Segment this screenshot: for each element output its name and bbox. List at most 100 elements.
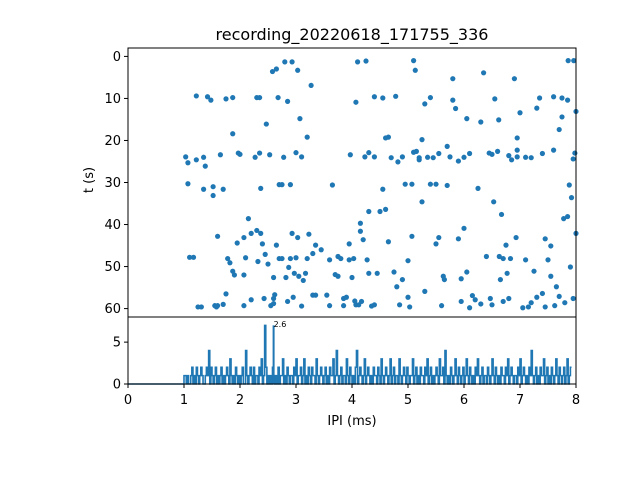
chart-title: recording_20220618_171755_336 — [216, 25, 489, 45]
scatter-point — [496, 253, 502, 260]
scatter-point — [380, 95, 386, 101]
scatter-point — [201, 186, 207, 192]
y-tick-label: 40 — [104, 218, 121, 233]
scatter-point — [500, 298, 506, 305]
scatter-point — [567, 264, 574, 270]
scatter-point — [539, 150, 546, 157]
scatter-point — [210, 184, 216, 190]
scatter-point — [506, 153, 512, 159]
x-tick-label: 8 — [572, 393, 580, 408]
scatter-point — [198, 304, 204, 310]
scatter-point — [231, 272, 237, 278]
scatter-point — [297, 116, 303, 122]
y-tick-label: 0 — [113, 50, 121, 65]
scatter-point — [542, 304, 548, 310]
scatter-point — [282, 59, 288, 65]
scatter-point — [341, 303, 347, 309]
scatter-point — [237, 151, 243, 157]
scatter-series — [183, 58, 579, 311]
scatter-point — [357, 220, 363, 226]
scatter-point — [204, 94, 211, 100]
scatter-point — [286, 264, 292, 271]
scatter-point — [461, 225, 467, 231]
scatter-point — [393, 93, 399, 99]
scatter-point — [467, 305, 473, 311]
scatter-point — [458, 276, 464, 282]
x-tick-label: 5 — [404, 393, 412, 408]
scatter-point — [374, 270, 380, 276]
scatter-point — [402, 181, 408, 187]
scatter-point — [271, 300, 277, 307]
scatter-point — [371, 302, 377, 308]
scatter-point — [469, 292, 475, 299]
y-tick-label: 30 — [104, 176, 121, 191]
scatter-point — [259, 241, 265, 247]
scatter-point — [497, 276, 503, 283]
scatter-point — [193, 93, 199, 99]
scatter-point — [327, 257, 333, 263]
x-tick-label: 6 — [460, 393, 468, 408]
scatter-point — [338, 255, 344, 262]
scatter-point — [273, 242, 279, 248]
scatter-point — [255, 258, 261, 265]
scatter-point — [243, 255, 249, 261]
scatter-point — [254, 227, 260, 234]
scatter-point — [223, 291, 229, 297]
scatter-point — [273, 66, 279, 72]
scatter-point — [413, 148, 419, 154]
scatter-point — [185, 160, 191, 166]
scatter-point — [364, 257, 370, 263]
scatter-point — [436, 150, 442, 157]
scatter-point — [299, 303, 305, 309]
scatter-point — [487, 295, 493, 302]
scatter-point — [458, 298, 464, 305]
scatter-point — [422, 101, 428, 107]
scatter-point — [542, 236, 548, 242]
scatter-point — [310, 250, 316, 257]
scatter-point — [346, 241, 352, 247]
scatter-point — [436, 234, 442, 241]
scatter-point — [385, 239, 391, 245]
scatter-point — [492, 96, 498, 102]
scatter-point — [391, 269, 397, 275]
scatter-point — [383, 206, 389, 212]
scatter-point — [289, 230, 295, 236]
scatter-point — [416, 157, 422, 163]
scatter-point — [481, 70, 487, 76]
scatter-point — [523, 154, 529, 160]
y-axis-label: t (s) — [82, 167, 97, 193]
scatter-point — [271, 295, 277, 302]
x-tick-label: 1 — [180, 393, 188, 408]
scatter-point — [295, 234, 301, 241]
scatter-point — [295, 67, 301, 73]
scatter-point — [548, 243, 554, 249]
scatter-point — [183, 154, 189, 160]
y-tick-label: 10 — [104, 92, 121, 107]
scatter-point — [363, 58, 369, 64]
scatter-point — [427, 94, 433, 101]
scatter-point — [506, 295, 512, 302]
scatter-point — [234, 240, 240, 246]
scatter-point — [279, 255, 285, 262]
scatter-point — [353, 99, 359, 105]
scatter-point — [308, 82, 314, 89]
x-tick-label: 7 — [516, 393, 524, 408]
scatter-point — [450, 76, 456, 82]
scatter-point — [433, 241, 439, 247]
y-axis-ticks: 0 10 20 30 40 50 60 — [104, 50, 128, 317]
scatter-point — [513, 234, 519, 241]
scatter-point — [405, 258, 411, 264]
scatter-point — [407, 304, 413, 310]
scatter-point — [430, 155, 436, 161]
scatter-point — [302, 270, 309, 276]
scatter-point — [539, 290, 546, 297]
scatter-point — [215, 233, 221, 239]
scatter-point — [411, 58, 417, 64]
scatter-point — [504, 270, 510, 276]
scatter-point — [291, 270, 297, 276]
scatter-point — [498, 211, 505, 218]
scatter-point — [548, 273, 554, 279]
scatter-point — [496, 117, 502, 123]
scatter-point — [349, 274, 355, 281]
